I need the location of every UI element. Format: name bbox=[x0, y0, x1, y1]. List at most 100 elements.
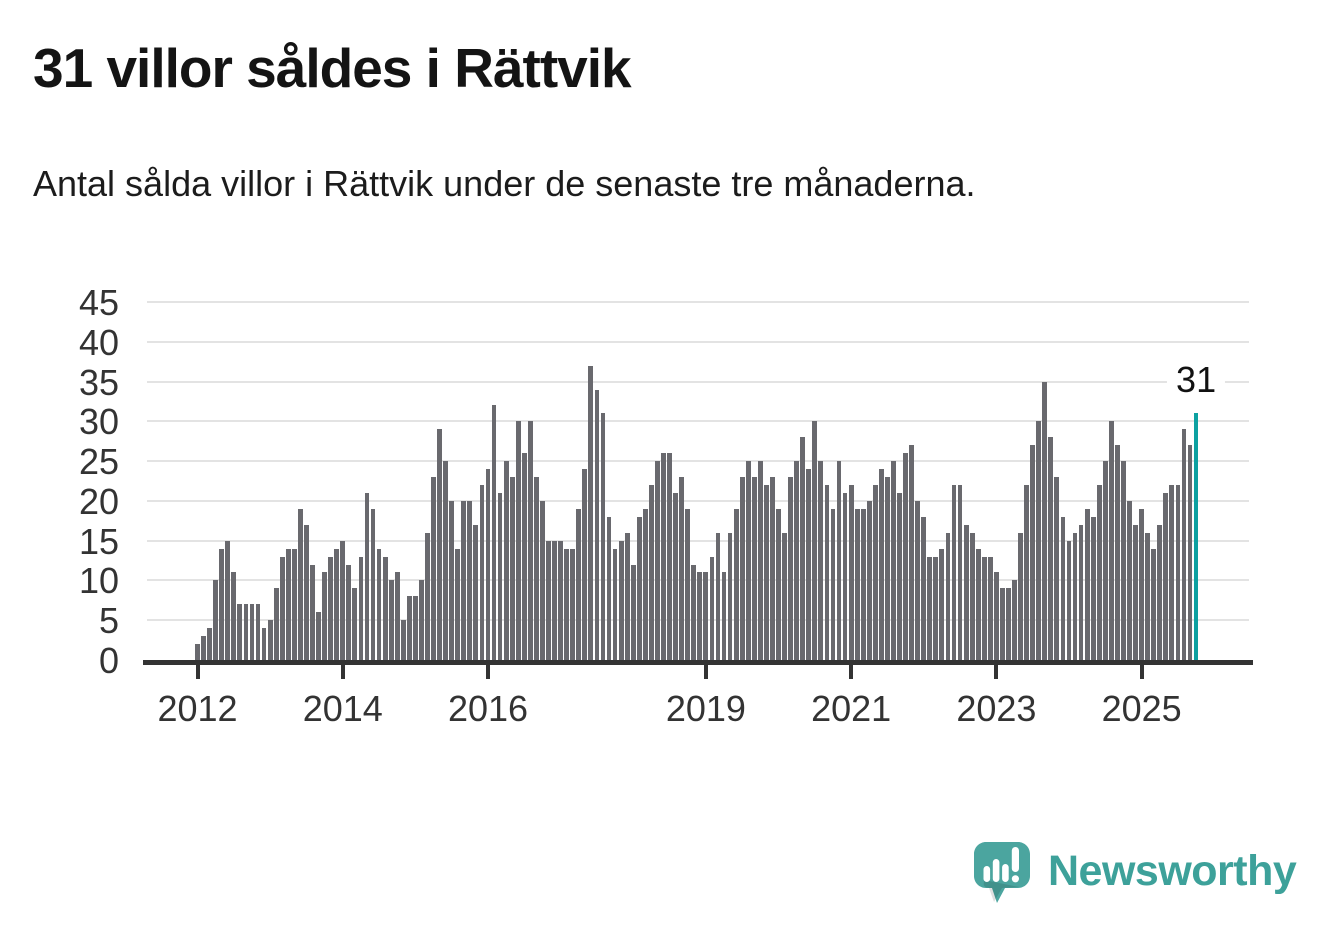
bar bbox=[576, 508, 582, 660]
bar bbox=[630, 564, 636, 660]
bar bbox=[618, 540, 624, 660]
bar bbox=[1048, 437, 1054, 660]
bar bbox=[1163, 492, 1169, 660]
y-axis-label: 30 bbox=[78, 401, 119, 443]
bar bbox=[267, 620, 273, 660]
highlight-bar bbox=[1193, 413, 1199, 660]
bar bbox=[195, 644, 200, 660]
bar bbox=[697, 572, 703, 660]
bar bbox=[382, 556, 388, 660]
bar bbox=[703, 572, 709, 660]
bar bbox=[225, 540, 231, 660]
bar bbox=[1127, 500, 1132, 660]
bar bbox=[473, 524, 479, 660]
bar bbox=[449, 500, 455, 660]
bar bbox=[1121, 461, 1126, 660]
bar bbox=[830, 508, 836, 660]
x-axis-label: 2012 bbox=[157, 688, 238, 729]
bar bbox=[394, 572, 400, 660]
y-axis-label: 0 bbox=[98, 640, 119, 681]
highlight-value-label: 31 bbox=[1167, 360, 1226, 401]
bar bbox=[370, 508, 376, 660]
bar bbox=[685, 508, 691, 660]
bar bbox=[903, 453, 908, 660]
bar bbox=[957, 484, 963, 660]
bar bbox=[848, 484, 854, 660]
bar bbox=[606, 516, 612, 660]
bar bbox=[279, 556, 285, 660]
bar bbox=[352, 588, 358, 660]
bar bbox=[406, 596, 412, 660]
bar bbox=[207, 628, 212, 660]
bar bbox=[969, 532, 975, 660]
bar bbox=[975, 548, 981, 660]
bar bbox=[1066, 540, 1072, 660]
bar bbox=[1115, 445, 1120, 660]
bar bbox=[552, 540, 557, 660]
bar bbox=[485, 469, 491, 660]
newsworthy-logo: Newsworthy bbox=[972, 840, 1297, 906]
bar bbox=[649, 484, 654, 660]
gridline bbox=[147, 340, 1249, 343]
x-axis-label: 2021 bbox=[811, 688, 892, 729]
bar bbox=[1181, 429, 1187, 660]
y-axis-label: 35 bbox=[78, 361, 119, 403]
bar bbox=[751, 477, 757, 660]
bar bbox=[788, 477, 793, 660]
bar bbox=[461, 500, 467, 660]
bar bbox=[1078, 524, 1084, 660]
bar bbox=[1169, 484, 1175, 660]
bar bbox=[201, 636, 206, 660]
bar bbox=[872, 484, 878, 660]
bar bbox=[243, 604, 249, 660]
bar bbox=[455, 548, 461, 660]
bar bbox=[237, 604, 243, 660]
bar bbox=[1000, 588, 1005, 660]
bar bbox=[334, 548, 340, 660]
bar bbox=[927, 556, 933, 660]
y-axis-label: 40 bbox=[78, 321, 119, 363]
bar bbox=[558, 540, 564, 660]
bar bbox=[1102, 461, 1108, 660]
bar bbox=[273, 588, 279, 660]
bar bbox=[993, 572, 999, 660]
bar bbox=[322, 572, 327, 660]
bar bbox=[951, 484, 957, 660]
bar bbox=[521, 453, 527, 660]
bar bbox=[673, 492, 678, 660]
bar bbox=[1133, 524, 1138, 660]
bar bbox=[546, 540, 551, 660]
bar bbox=[679, 477, 685, 660]
bar bbox=[733, 508, 739, 660]
x-axis-tick bbox=[849, 665, 854, 679]
bar bbox=[503, 461, 509, 660]
bar bbox=[945, 532, 951, 660]
bar bbox=[824, 484, 830, 660]
bar bbox=[261, 628, 267, 660]
bar bbox=[655, 461, 660, 660]
bar bbox=[921, 516, 927, 660]
bar bbox=[219, 548, 225, 660]
bar bbox=[1018, 532, 1023, 660]
bar bbox=[425, 532, 430, 660]
bar bbox=[515, 421, 521, 660]
bar bbox=[1187, 445, 1193, 660]
bar bbox=[564, 548, 570, 660]
bar bbox=[231, 572, 237, 660]
bar bbox=[842, 492, 848, 660]
bar bbox=[1036, 421, 1042, 660]
bar bbox=[340, 540, 346, 660]
bar bbox=[897, 492, 902, 660]
bar bbox=[963, 524, 969, 660]
bar bbox=[661, 453, 666, 660]
bar bbox=[612, 548, 618, 660]
gridline bbox=[147, 380, 1249, 383]
bar bbox=[981, 556, 987, 660]
bar bbox=[782, 532, 787, 660]
x-axis-label: 2025 bbox=[1101, 688, 1182, 729]
bar bbox=[866, 500, 872, 660]
bar bbox=[776, 508, 781, 660]
bar bbox=[794, 461, 800, 660]
brand-name: Newsworthy bbox=[1048, 846, 1297, 895]
